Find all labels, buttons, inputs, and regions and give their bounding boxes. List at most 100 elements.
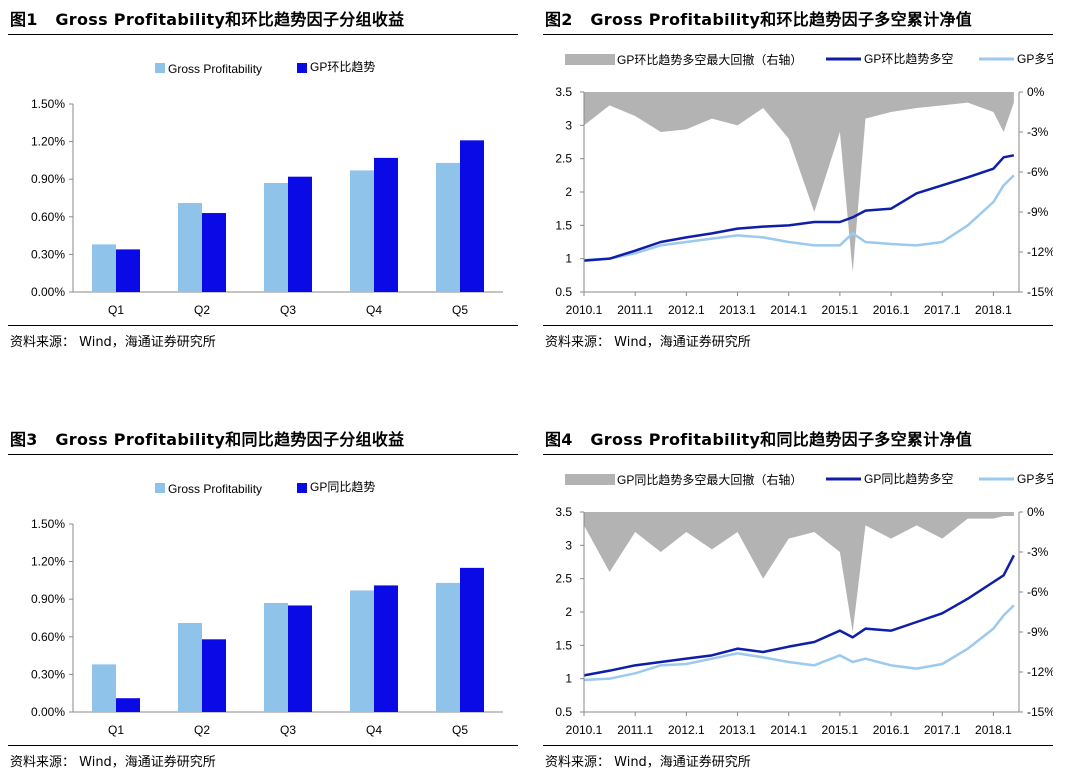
legend-swatch-series-2 (297, 483, 307, 493)
line-long-short (583, 554, 1015, 677)
bar-chart-figure-3: Gross Profitability GP同比趋势 0.00% 0.30% 0.60%… (31, 480, 503, 737)
figure-number: 图4 (545, 430, 573, 449)
y-tick-label: 1.50% (31, 97, 65, 111)
bar-series-2 (288, 176, 312, 292)
y-tick-label: 0.90% (31, 172, 65, 186)
legend-label-gp-long-short: GP多空 (1017, 52, 1053, 66)
x-tick-label: 2015.1 (822, 303, 859, 317)
y-left-tick-label: 2.5 (555, 572, 572, 586)
bar-series-1 (178, 623, 202, 712)
y-right-tick-label: -15% (1027, 285, 1053, 299)
y-tick-label: 0.00% (31, 705, 65, 719)
line-chart-figure-2: GP环比趋势多空最大回撤（右轴） GP环比趋势多空 GP多空 0.5 1 1.5 2 2.5 3… (555, 52, 1053, 317)
figure-title: 图2 Gross Profitability和环比趋势因子多空累计净值 (545, 6, 972, 30)
y-right-tick-label: -12% (1027, 245, 1053, 259)
y-tick-label: 0.00% (31, 285, 65, 299)
x-tick-label: Q4 (366, 303, 382, 317)
source-note: 资料来源： Wind，海通证券研究所 (545, 335, 751, 350)
x-tick-label: 2010.1 (566, 303, 603, 317)
bar-series-2 (374, 157, 398, 292)
bar-series-2 (288, 605, 312, 712)
y-left-tick-label: 3.5 (555, 505, 572, 519)
line-long-short (583, 154, 1015, 262)
x-tick-label: 2012.1 (668, 303, 705, 317)
bar-series-2 (374, 585, 398, 712)
y-tick-label: 0.30% (31, 247, 65, 261)
x-tick-label: 2014.1 (770, 723, 807, 737)
x-tick-label: Q5 (452, 303, 468, 317)
figure-title: 图3 Gross Profitability和同比趋势因子分组收益 (10, 426, 404, 450)
y-right-tick-label: 0% (1027, 85, 1045, 99)
y-right-tick-label: -6% (1027, 165, 1049, 179)
y-right-tick-label: -6% (1027, 585, 1049, 599)
legend-label-drawdown: GP同比趋势多空最大回撤（右轴） (617, 472, 802, 487)
bar-series-2 (202, 213, 226, 292)
y-left-tick-label: 2.5 (555, 152, 572, 166)
legend-label-series-2: GP环比趋势 (310, 60, 375, 74)
bar-series-2 (460, 567, 484, 712)
y-left-tick-label: 1.5 (555, 638, 572, 652)
y-right-tick-label: -12% (1027, 665, 1053, 679)
bar-series-1 (92, 664, 116, 712)
source-rule (543, 325, 1053, 326)
x-tick-label: 2016.1 (873, 723, 910, 737)
bar-series-2 (116, 249, 140, 292)
bar-series-1 (350, 170, 374, 292)
x-tick-label: Q3 (280, 303, 296, 317)
y-left-tick-label: 1 (565, 252, 572, 266)
bar-series-2 (116, 698, 140, 712)
figure-title: 图4 Gross Profitability和同比趋势因子多空累计净值 (545, 426, 972, 450)
x-tick-label: 2013.1 (719, 303, 756, 317)
bar-series-1 (178, 203, 202, 292)
source-rule (8, 325, 518, 326)
line-gp-long-short (583, 604, 1015, 682)
x-tick-label: Q2 (194, 723, 210, 737)
bar-series-2 (202, 639, 226, 712)
legend-label-drawdown: GP环比趋势多空最大回撤（右轴） (617, 52, 802, 67)
legend-swatch-series-1 (155, 63, 165, 73)
legend-label-series-1: Gross Profitability (168, 62, 262, 76)
bar-series-1 (92, 244, 116, 292)
x-tick-label: 2017.1 (924, 303, 961, 317)
x-tick-label: 2017.1 (924, 723, 961, 737)
x-tick-label: 2011.1 (617, 303, 653, 317)
y-right-tick-label: -9% (1027, 205, 1049, 219)
figure-number: 图2 (545, 10, 573, 29)
x-tick-label: 2018.1 (975, 303, 1012, 317)
x-tick-label: 2015.1 (822, 723, 859, 737)
title-rule (8, 34, 518, 35)
legend-label-long-short: GP同比趋势多空 (864, 472, 953, 486)
x-tick-label: 2012.1 (668, 723, 705, 737)
panel-figure-2: 图2 Gross Profitability和环比趋势因子多空累计净值 GP环比… (543, 0, 1053, 352)
figure-title-text: Gross Profitability和同比趋势因子分组收益 (55, 430, 405, 449)
y-tick-label: 0.60% (31, 630, 65, 644)
x-tick-label: 2016.1 (873, 303, 910, 317)
y-left-tick-label: 3.5 (555, 85, 572, 99)
bar-chart-figure-1: Gross Profitability GP环比趋势 0.00% 0.30% 0.60%… (31, 60, 503, 317)
x-tick-label: Q5 (452, 723, 468, 737)
bar-series-2 (460, 140, 484, 292)
title-rule (543, 34, 1053, 35)
y-right-tick-label: -15% (1027, 705, 1053, 719)
legend-swatch-series-2 (297, 63, 307, 73)
y-right-tick-label: -3% (1027, 125, 1049, 139)
line-gp-long-short (583, 174, 1015, 262)
figure-number: 图3 (10, 430, 38, 449)
bar-series-1 (436, 582, 460, 712)
source-rule (543, 745, 1053, 746)
drawdown-area (584, 92, 1014, 272)
y-left-tick-label: 2 (565, 185, 572, 199)
figure-title: 图1 Gross Profitability和环比趋势因子分组收益 (10, 6, 404, 30)
source-note: 资料来源： Wind，海通证券研究所 (10, 335, 216, 350)
figure-title-text: Gross Profitability和同比趋势因子多空累计净值 (590, 430, 973, 449)
title-rule (8, 454, 518, 455)
y-right-tick-label: -9% (1027, 625, 1049, 639)
source-rule (8, 745, 518, 746)
legend-label-series-2: GP同比趋势 (310, 480, 375, 494)
bar-series-1 (350, 590, 374, 712)
y-left-tick-label: 1.5 (555, 218, 572, 232)
y-tick-label: 1.20% (31, 555, 65, 569)
x-tick-label: Q1 (108, 303, 124, 317)
figure-title-text: Gross Profitability和环比趋势因子多空累计净值 (590, 10, 973, 29)
y-tick-label: 0.60% (31, 210, 65, 224)
